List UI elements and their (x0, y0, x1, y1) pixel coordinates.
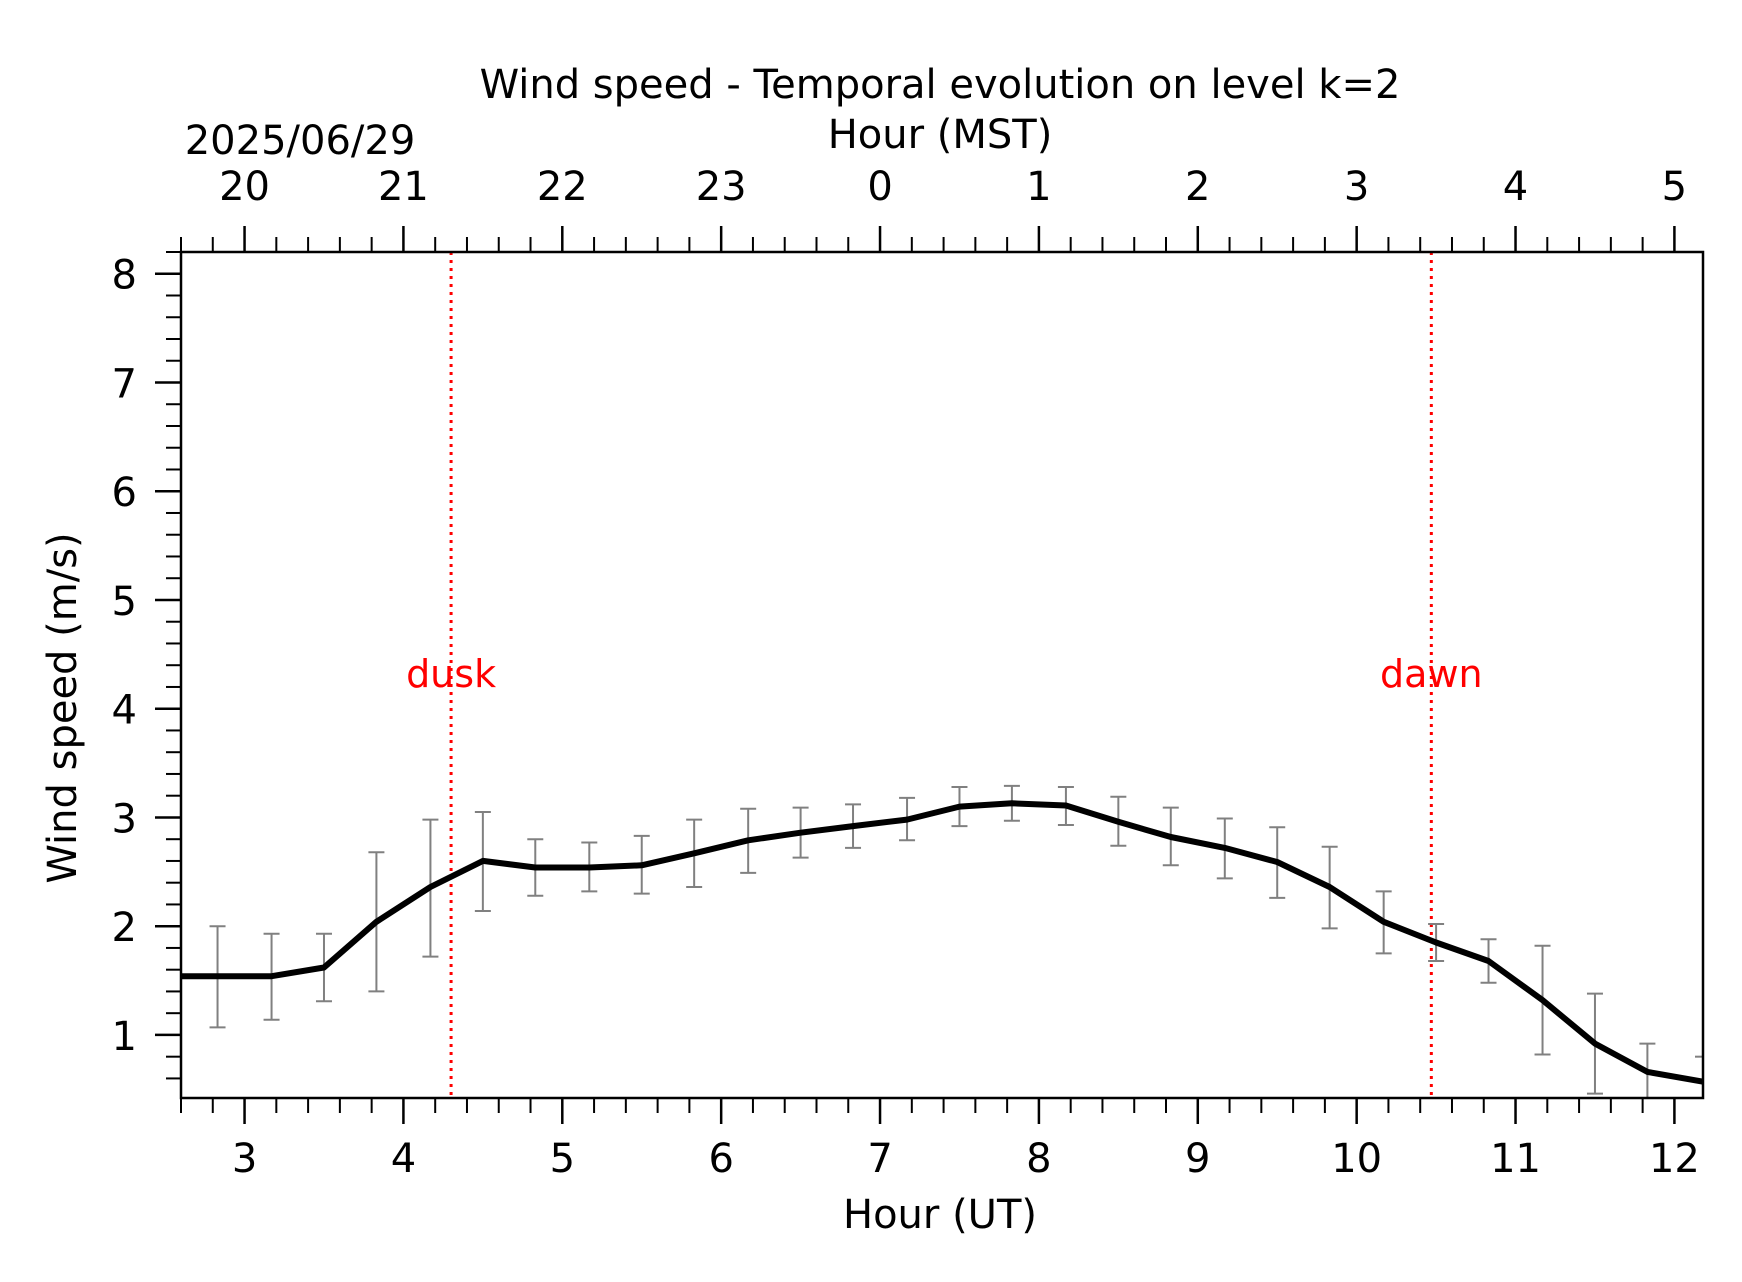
x-tick-label: 8 (1026, 1136, 1051, 1182)
x-tick-label: 7 (867, 1136, 892, 1182)
top-tick-label: 21 (378, 164, 429, 210)
x-tick-label: 3 (232, 1136, 257, 1182)
y-tick-label: 3 (112, 796, 137, 842)
x-tick-label: 12 (1649, 1136, 1700, 1182)
chart-title: Wind speed - Temporal evolution on level… (480, 62, 1401, 108)
top-tick-label: 2 (1185, 164, 1210, 210)
y-tick-label: 2 (112, 905, 137, 951)
plot-area: dusk dawn (181, 252, 1703, 1098)
y-tick-label: 8 (112, 253, 137, 299)
top-tick-label: 4 (1503, 164, 1528, 210)
top-tick-label: 1 (1026, 164, 1051, 210)
y-tick-label: 5 (112, 579, 137, 625)
x-tick-label: 10 (1331, 1136, 1382, 1182)
top-axis-label: Hour (MST) (828, 112, 1053, 158)
x-tick-label: 6 (708, 1136, 733, 1182)
y-tick-label: 1 (112, 1014, 137, 1060)
series-line (181, 800, 1703, 1085)
x-tick-label: 11 (1490, 1136, 1541, 1182)
top-tick-label: 5 (1662, 164, 1687, 210)
y-tick-label: 6 (112, 470, 137, 516)
x-axis-label: Hour (UT) (843, 1192, 1037, 1238)
x-tick-label: 5 (550, 1136, 575, 1182)
top-tick-label: 23 (696, 164, 747, 210)
top-axis-date-label: 2025/06/29 (185, 118, 416, 164)
top-tick-label: 20 (219, 164, 270, 210)
x-tick-label: 4 (391, 1136, 416, 1182)
top-tick-label: 0 (867, 164, 892, 210)
plot-frame (179, 250, 1705, 1100)
y-tick-label: 7 (112, 361, 137, 407)
y-tick-label: 4 (112, 688, 137, 734)
dusk-label: dusk (406, 652, 496, 696)
y-axis-label: Wind speed (m/s) (40, 532, 86, 883)
top-tick-label: 22 (537, 164, 588, 210)
x-tick-label: 9 (1185, 1136, 1210, 1182)
dawn-label: dawn (1380, 652, 1483, 696)
top-tick-label: 3 (1344, 164, 1369, 210)
